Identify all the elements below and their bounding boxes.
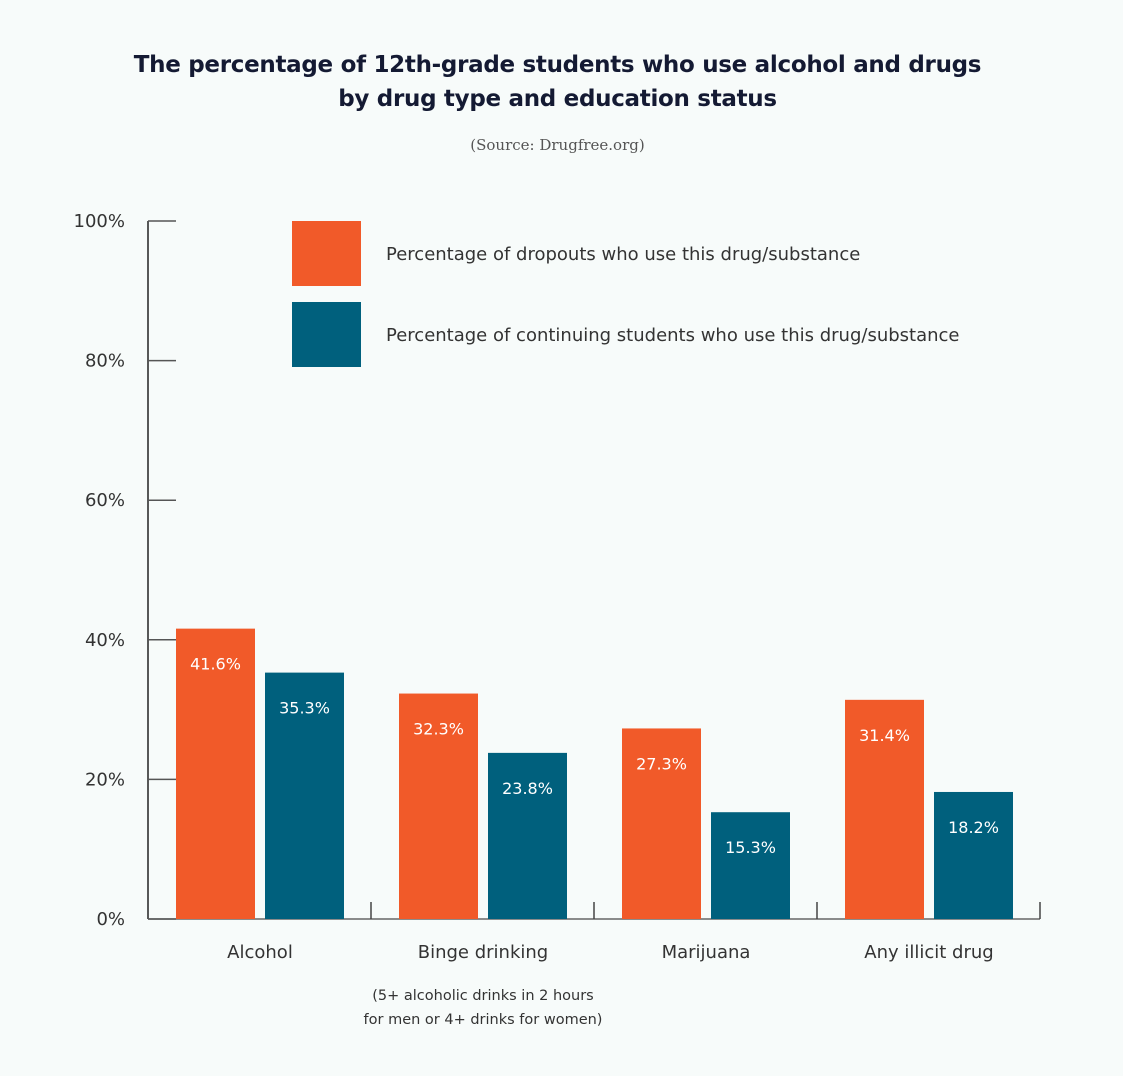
category-note: for men or 4+ drinks for women)	[364, 1012, 603, 1028]
bar-value-label: 27.3%	[636, 754, 687, 773]
chart-title-line-1: The percentage of 12th-grade students wh…	[133, 52, 982, 78]
bar-continuing	[265, 672, 344, 919]
legend-label: Percentage of continuing students who us…	[386, 325, 960, 346]
bar-value-label: 35.3%	[279, 699, 330, 718]
bar-dropouts	[845, 699, 924, 919]
category-note: (5+ alcoholic drinks in 2 hours	[372, 988, 593, 1004]
bar-value-label: 23.8%	[502, 779, 553, 798]
y-tick-label: 80%	[85, 351, 125, 372]
chart-title: The percentage of 12th-grade students wh…	[0, 48, 1115, 116]
y-tick-label: 60%	[85, 490, 125, 511]
bar-dropouts	[399, 693, 478, 919]
legend: Percentage of dropouts who use this drug…	[292, 221, 960, 367]
bar-continuing	[711, 812, 790, 919]
bar-dropouts	[176, 628, 255, 919]
chart-source: (Source: Drugfree.org)	[470, 136, 645, 154]
bar-continuing	[488, 752, 567, 919]
bars: 41.6% 32.3% 27.3% 31.4% 35.3% 23.8% 15.3% 18.2%	[176, 628, 1013, 919]
category-label: Alcohol	[227, 942, 293, 963]
category-label: Marijuana	[662, 942, 751, 963]
bar-continuing	[934, 791, 1013, 919]
y-tick-label: 100%	[74, 211, 125, 232]
y-tick-label: 40%	[85, 630, 125, 651]
legend-label: Percentage of dropouts who use this drug…	[386, 244, 860, 265]
bar-value-label: 31.4%	[859, 726, 910, 745]
category-label: Binge drinking	[418, 942, 548, 963]
y-tick-label: 0%	[96, 909, 125, 930]
legend-swatch-continuing	[292, 302, 361, 367]
bar-value-label: 41.6%	[190, 655, 241, 674]
bar-value-label: 32.3%	[413, 720, 464, 739]
bar-value-label: 15.3%	[725, 838, 776, 857]
bar-dropouts	[622, 728, 701, 919]
category-label: Any illicit drug	[864, 942, 993, 963]
axes: 0% 20% 40% 60% 80% 100%	[74, 211, 1041, 930]
chart-title-line-2: by drug type and education status	[338, 86, 777, 112]
legend-swatch-dropouts	[292, 221, 361, 286]
bar-value-label: 18.2%	[948, 818, 999, 837]
y-tick-label: 20%	[85, 769, 125, 790]
category-labels: Alcohol Binge drinking (5+ alcoholic drink…	[227, 942, 994, 1028]
